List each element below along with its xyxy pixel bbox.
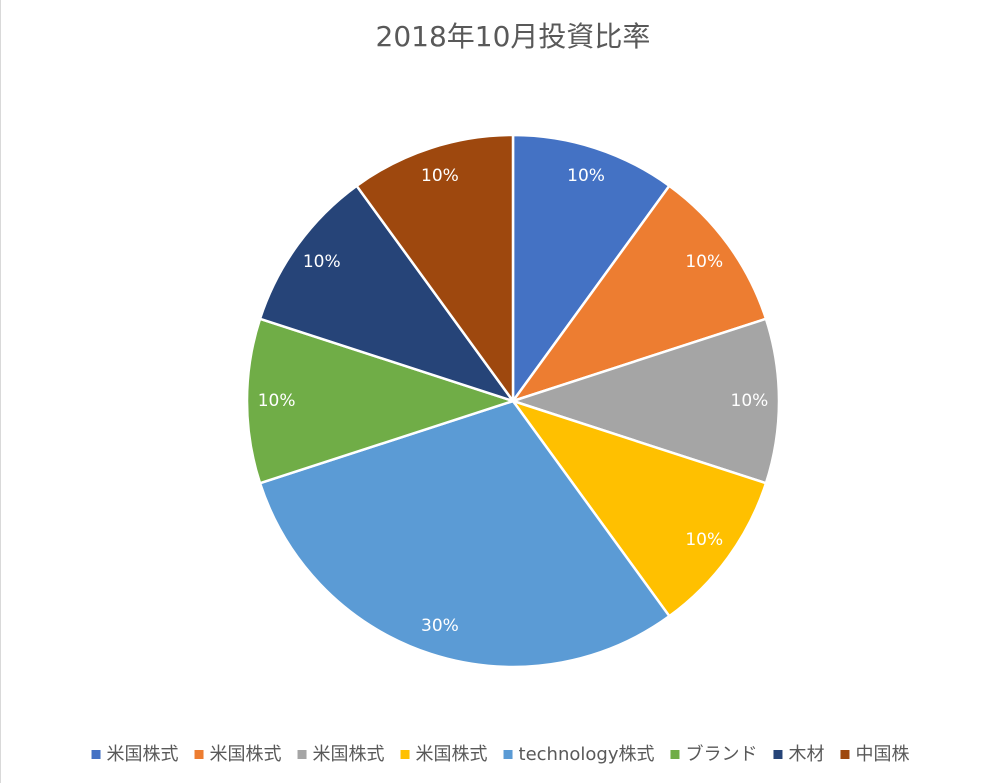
legend-label: 米国株式 xyxy=(107,744,179,765)
legend-label: 米国株式 xyxy=(210,744,282,765)
data-label: 10% xyxy=(685,530,723,550)
data-label: 30% xyxy=(421,616,459,636)
data-label: 10% xyxy=(421,166,459,186)
pie-slice xyxy=(258,184,517,404)
legend-swatch xyxy=(503,750,513,759)
legend-label: ブランド xyxy=(685,743,757,765)
legend-swatch xyxy=(91,750,101,759)
pie-slice xyxy=(511,133,672,405)
data-label: 10% xyxy=(567,166,605,186)
legend-swatch xyxy=(840,750,850,759)
chart-title: 2018年10月投資比率 xyxy=(376,20,651,53)
pie-slice xyxy=(508,317,781,485)
data-label: 10% xyxy=(258,391,296,411)
pie-slice xyxy=(245,317,518,485)
legend-swatch xyxy=(400,750,410,759)
legend-label: 木材 xyxy=(788,744,824,765)
legend-swatch xyxy=(194,750,204,759)
legend-swatch xyxy=(670,750,680,759)
legend: 米国株式 米国株式 米国株式 米国株式 technology株式 ブランド 木材 中国株 xyxy=(91,743,909,765)
data-label: 10% xyxy=(685,252,723,272)
legend-swatch xyxy=(773,750,783,759)
data-label: 10% xyxy=(731,391,769,411)
legend-label: 中国株 xyxy=(855,744,909,765)
legend-swatch xyxy=(297,750,307,759)
legend-label: 米国株式 xyxy=(416,744,488,765)
legend-label: 米国株式 xyxy=(313,744,385,765)
pie-slice xyxy=(258,399,672,669)
pie-slice xyxy=(509,184,768,404)
pie-slice xyxy=(509,398,768,618)
data-label: 10% xyxy=(303,252,341,272)
legend-label: technology株式 xyxy=(519,744,655,765)
pie-slice xyxy=(354,133,515,405)
